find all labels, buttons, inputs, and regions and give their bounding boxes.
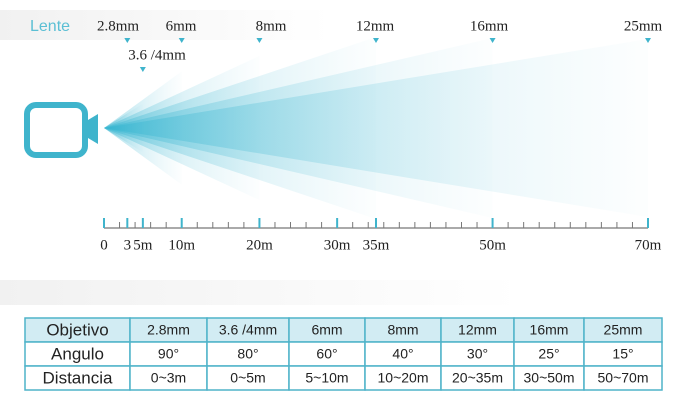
header-cell: Objetivo xyxy=(46,320,108,339)
lens-name: 6mm xyxy=(166,18,197,34)
scale-label: 5m xyxy=(133,237,153,253)
lens-name: 12mm xyxy=(356,18,395,34)
body-cell: 20~35m xyxy=(452,370,503,386)
body-cell: 80° xyxy=(237,346,258,362)
scale-label: 10m xyxy=(168,237,195,253)
lens-marker xyxy=(645,38,651,43)
lens-marker xyxy=(139,67,146,72)
table-cell xyxy=(129,365,208,391)
table-cell xyxy=(364,317,442,343)
header-cell: 2.8mm xyxy=(147,322,190,338)
table-cell xyxy=(364,365,442,391)
lens-label: Lente xyxy=(30,18,70,35)
body-cell: 30~50m xyxy=(524,370,575,386)
spec-table: Objetivo 2.8mm 3.6 /4mm 6mm 8mm 12mm 16mm 25mm A… xyxy=(24,317,663,391)
body-cell: 0~5m xyxy=(230,370,265,386)
table-cell xyxy=(583,341,663,367)
table-cell xyxy=(440,341,515,367)
camera-lens xyxy=(88,114,98,144)
scale-label: 70m xyxy=(635,237,662,253)
table-cell xyxy=(440,317,515,343)
table-cell xyxy=(24,341,131,367)
body-cell: 50~70m xyxy=(598,370,649,386)
scale-label: 30m xyxy=(324,237,351,253)
scale-label: 20m xyxy=(246,237,273,253)
body-cell: 40° xyxy=(392,346,413,362)
body-cell: 15° xyxy=(612,346,633,362)
lens-marker xyxy=(256,38,263,43)
body-cell: Angulo xyxy=(51,344,104,363)
lens-marker xyxy=(373,38,379,43)
scale-label: 3 xyxy=(124,237,132,253)
lens-name: 8mm xyxy=(256,18,287,34)
table-cell xyxy=(206,341,290,367)
header-cell: 12mm xyxy=(458,322,497,338)
lens-marker xyxy=(178,38,185,43)
table-cell xyxy=(440,365,515,391)
scale-label: 50m xyxy=(479,237,506,253)
lens-name: 3.6 /4mm xyxy=(128,47,186,63)
body-cell: 90° xyxy=(158,346,179,362)
table-cell xyxy=(288,365,366,391)
body-cell: 30° xyxy=(467,346,488,362)
beam xyxy=(104,39,648,217)
lens-marker xyxy=(489,38,496,43)
body-cell: Distancia xyxy=(43,368,113,387)
lens-name: 16mm xyxy=(470,18,509,34)
beams xyxy=(104,37,648,219)
header-cell: 3.6 /4mm xyxy=(219,322,277,338)
table-cell xyxy=(583,317,663,343)
body-cell: 5~10m xyxy=(305,370,348,386)
table-cell xyxy=(583,365,663,391)
lens-name: 2.8mm xyxy=(97,18,139,34)
label-band xyxy=(0,10,330,40)
scale-label: 35m xyxy=(363,237,390,253)
header-cell: 6mm xyxy=(311,322,342,338)
table-band xyxy=(0,280,520,305)
table-cell xyxy=(24,365,131,391)
body-cell: 60° xyxy=(316,346,337,362)
table-cell xyxy=(129,341,208,367)
scale-label: 0 xyxy=(100,237,108,253)
header-cell: 25mm xyxy=(604,322,643,338)
header-cell: 8mm xyxy=(387,322,418,338)
header-cell: 16mm xyxy=(530,322,569,338)
lens-name: 25mm xyxy=(624,18,663,34)
body-cell: 10~20m xyxy=(378,370,429,386)
body-cell: 25° xyxy=(538,346,559,362)
body-cell: 0~3m xyxy=(151,370,186,386)
camera-body xyxy=(24,102,88,158)
lens-marker xyxy=(124,38,131,43)
